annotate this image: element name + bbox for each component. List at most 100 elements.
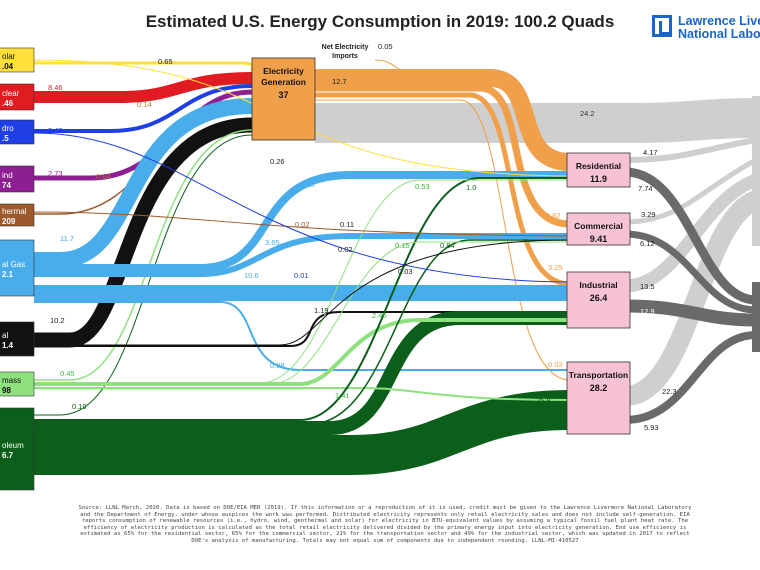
flow-label: 4.9 <box>548 151 558 160</box>
sink-box-0 <box>251 57 316 141</box>
sink-label: Industrial <box>579 280 617 290</box>
flow-bio-com <box>34 241 570 385</box>
flow-label: 0.45 <box>60 369 75 378</box>
llnl-logo: Lawrence Live National Labo <box>652 14 760 42</box>
imports-label-line-2: Imports <box>332 53 358 60</box>
flow-label: 11.7 <box>60 234 74 243</box>
source-box-4 <box>0 203 35 227</box>
footnote-line: efficiency of electricity production is … <box>83 524 687 531</box>
flow-com-out-light <box>624 157 758 225</box>
direct-flows <box>33 59 571 475</box>
flow-label: 6.12 <box>640 239 655 248</box>
flow-bio-res <box>34 179 570 384</box>
sink-value: 9.41 <box>590 234 608 244</box>
source-box-2 <box>0 119 35 145</box>
flow-label: 2.48 <box>48 126 63 135</box>
logo-line-1: Lawrence Live <box>678 14 760 28</box>
source-value: 2.1 <box>2 270 14 279</box>
flow-label: 0.14 <box>137 100 152 109</box>
source-box-7 <box>0 371 35 397</box>
footnote-line: DOE's analysis of manufacturing. Totals … <box>191 537 579 544</box>
sink-label: Transportation <box>569 370 629 380</box>
gray-bands <box>315 98 760 424</box>
source-label: dro <box>2 124 14 133</box>
flow-label: 22.3 <box>662 387 677 396</box>
flow-ind-out-light <box>624 173 759 293</box>
flow-label: 0.03 <box>398 267 413 276</box>
footnote-line: Source: LLNL March, 2020. Data is based … <box>78 505 692 511</box>
flow-label: 2.73 <box>48 169 63 178</box>
flow-elec-rejected <box>315 98 757 143</box>
sink-label: Residential <box>576 161 621 171</box>
flow-label: 1.19 <box>314 306 329 315</box>
flow-label: 4.62 <box>546 211 561 220</box>
page-title: Estimated U.S. Energy Consumption in 201… <box>145 12 615 31</box>
source-label: hermal <box>2 207 27 216</box>
flow-coal-ind <box>34 311 570 347</box>
flow-trans-out-dark <box>624 331 757 424</box>
source-box-0 <box>0 47 35 73</box>
flow-label: 13.5 <box>640 282 655 291</box>
flow-label: 0.15 <box>395 241 410 250</box>
flow-label: 3.65 <box>265 238 280 247</box>
source-label: clear <box>2 89 20 98</box>
footnote-line: and the Department of Energy, under whos… <box>80 511 690 518</box>
flow-com-out-dark <box>624 230 757 314</box>
flow-label: 0.01 <box>294 271 309 280</box>
source-value: .5 <box>2 134 9 143</box>
source-label: al <box>2 331 8 340</box>
flow-trans-out-light <box>623 190 760 406</box>
flow-label: 12.7 <box>332 77 347 86</box>
source-box-5 <box>0 239 35 297</box>
flow-label: 0.03 <box>548 360 563 369</box>
flow-label: 0.11 <box>340 220 354 229</box>
flow-hydro-ind <box>33 132 571 283</box>
source-box-3 <box>0 165 35 193</box>
flow-label: 0.26 <box>270 157 285 166</box>
imports-value: 0.05 <box>378 42 393 51</box>
flow-label: 0.98 <box>270 361 285 370</box>
flow-label: 0.84 <box>440 241 455 250</box>
sink-value: 11.9 <box>590 174 607 184</box>
flow-pet-elec <box>34 134 253 416</box>
source-label: ind <box>2 171 13 180</box>
source-value: 98 <box>2 386 11 395</box>
flow-ind-out-dark <box>624 299 757 327</box>
sink-label: Commercial <box>574 221 623 231</box>
source-box-8 <box>0 407 35 491</box>
flow-geo-com <box>33 211 571 237</box>
source-value: .46 <box>2 99 14 108</box>
flow-res-out-light <box>624 137 757 163</box>
flow-label: 0.19 <box>72 402 87 411</box>
flow-bio-elec <box>34 129 253 381</box>
flow-label: 12.9 <box>640 307 655 316</box>
flow-labels: 0.65 8.46 0.14 2.48 2.73 0.04 11.7 10.2 0.45 0.19… <box>48 57 677 432</box>
source-value: 209 <box>2 217 16 226</box>
llnl-logo-icon <box>652 15 672 37</box>
flow-bio-ind <box>34 318 570 386</box>
flow-gas-res <box>34 171 570 272</box>
flow-label: 5.93 <box>644 423 659 432</box>
flow-solar-elec <box>34 61 255 72</box>
flow-pet-trans <box>34 390 571 475</box>
flow-elec-ind <box>315 92 571 287</box>
sink-box-1 <box>566 152 631 188</box>
sink-box-4 <box>566 361 631 435</box>
source-box-1 <box>0 83 35 111</box>
flow-label: 7.74 <box>638 184 653 193</box>
footnote-line: estimated as 65% for the residential sec… <box>80 531 690 538</box>
flow-hydro-elec <box>34 84 253 133</box>
source-label: mass <box>2 376 21 385</box>
flow-label: 1.41 <box>335 391 350 400</box>
footnote: Source: LLNL March, 2020. Data is based … <box>70 505 700 545</box>
flow-pet-com <box>34 239 570 425</box>
sink-label: Generation <box>261 77 306 87</box>
source-value: 74 <box>2 181 11 190</box>
flow-label: 24.2 <box>580 109 595 118</box>
flow-elec-com <box>315 84 571 228</box>
imports-label-line-1: Net Electricity <box>322 44 369 51</box>
flow-label: 1.0 <box>466 183 476 192</box>
